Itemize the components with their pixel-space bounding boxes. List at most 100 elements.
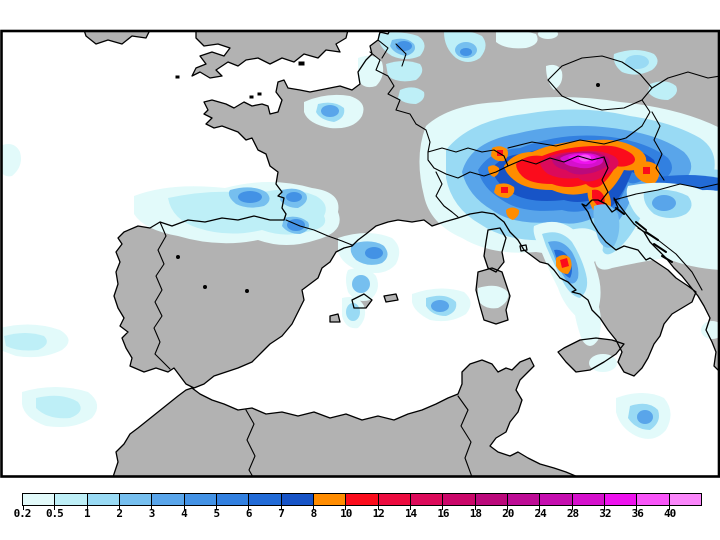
border-slovakia	[651, 71, 719, 89]
precip-germany-9b	[625, 55, 649, 69]
legend-cell	[248, 494, 281, 510]
precip-red-dot-3	[643, 167, 650, 174]
precip-catalonia-core	[365, 247, 383, 259]
precip-balearic-1b	[352, 275, 370, 293]
legend-cell	[539, 494, 572, 510]
border-morocco-algeria	[245, 409, 256, 476]
legend-cell	[377, 494, 410, 510]
legend-label: 1	[83, 507, 91, 520]
legend-label: 14	[404, 507, 417, 520]
precip-biscay-dot1	[238, 191, 262, 203]
precip-biscay-dot3	[287, 219, 305, 231]
legend-cell	[54, 494, 87, 510]
legend-label: 4	[181, 507, 188, 520]
legend-label: 8	[310, 507, 318, 520]
legend-label: 6	[245, 507, 253, 520]
precip-red-arm	[592, 189, 605, 208]
precip-ionian-edge-pale	[701, 321, 719, 339]
precip-adriatic-arm-light	[593, 204, 620, 248]
precip-italy-south-pale	[574, 293, 601, 346]
legend-label: 12	[372, 507, 385, 520]
legend-label: 0.5	[45, 507, 64, 520]
legend-label: 7	[278, 507, 285, 520]
precip-atlantic-2b	[36, 395, 81, 419]
scilly-isles	[175, 75, 180, 79]
precip-sardinia-island-pale	[478, 285, 509, 309]
legend-cell	[668, 494, 701, 510]
border-pyrenees	[285, 219, 353, 246]
border-germany-austria	[507, 99, 651, 149]
legend-cell	[474, 494, 507, 510]
legend-label: 10	[340, 507, 352, 520]
legend-label: 20	[502, 507, 514, 520]
border-france-northeast	[369, 51, 431, 153]
border-austria-hungary	[651, 111, 665, 181]
precip-ionian-core	[637, 410, 653, 424]
legend-cell	[151, 494, 184, 510]
legend-label: 3	[148, 507, 156, 520]
legend-label: 36	[631, 507, 644, 520]
border-algeria-tunisia	[457, 395, 473, 476]
legend-cell	[312, 494, 346, 510]
precip-germany-7	[546, 64, 563, 90]
border-slovenia-croatia	[613, 183, 719, 201]
precip-atlantic-3	[2, 144, 21, 177]
coastlines	[83, 31, 719, 476]
map-speck-3	[176, 255, 180, 259]
dalmatian-islands	[615, 207, 673, 263]
channel-island-2	[257, 92, 262, 96]
precip-germany-8	[538, 31, 558, 39]
precip-dalmatia-pale	[698, 239, 718, 257]
border-france-italy	[435, 171, 459, 218]
legend-label: 24	[534, 507, 546, 520]
legend-label: 28	[566, 507, 579, 520]
precipitation-layers	[2, 31, 719, 439]
legend-label: 2	[116, 507, 123, 520]
legend-cell	[571, 494, 604, 510]
legend-cell	[345, 494, 378, 510]
border-italy-slovenia	[600, 156, 609, 202]
precip-italy-red	[560, 258, 569, 268]
precip-germany-5	[398, 87, 425, 104]
border-switzerland	[427, 147, 509, 179]
legend-label: 32	[599, 507, 611, 520]
precip-sardinia-core	[431, 300, 449, 312]
legend-cell	[442, 494, 475, 510]
legend-label: 5	[213, 507, 220, 520]
legend-cell	[603, 494, 637, 510]
border-benelux	[377, 39, 407, 67]
border-alps-north	[507, 155, 605, 167]
legend-cell	[86, 494, 119, 510]
precip-germany-2c	[460, 48, 472, 56]
precip-red-dot-2	[501, 187, 508, 193]
legend-cell	[506, 494, 540, 510]
legend-cell	[215, 494, 249, 510]
precip-germany-3	[386, 61, 423, 82]
legend-labels: 0.2 0.5 1 2 3 4 5 6 7 8 10 12 14 16 18 20 24 28 32 36 40	[14, 507, 720, 524]
legend-label: 0.2	[13, 507, 32, 520]
legend-colorbar	[22, 493, 702, 510]
precip-biscay-dot2	[286, 192, 302, 202]
legend-cell	[409, 494, 443, 510]
legend-cell	[636, 494, 669, 510]
legend-cell	[118, 494, 152, 510]
map-frame	[0, 29, 720, 478]
legend-cell	[280, 494, 313, 510]
legend-label: 16	[437, 507, 449, 520]
precip-channel-dot	[321, 105, 339, 117]
precip-bosnia-core	[652, 195, 676, 211]
legend-cell	[183, 494, 216, 510]
legend-label: 40	[663, 507, 676, 520]
legend-label: 18	[469, 507, 482, 520]
precip-orange-spot-4	[506, 207, 520, 220]
map-speck-1	[203, 285, 207, 289]
legend-cell	[23, 494, 55, 510]
map-speck-4	[596, 83, 600, 87]
precip-germany-6	[496, 31, 538, 49]
border-portugal-spain	[153, 221, 171, 370]
channel-island-1	[249, 95, 254, 99]
map-speck-2	[245, 289, 249, 293]
isle-of-wight	[298, 61, 305, 66]
